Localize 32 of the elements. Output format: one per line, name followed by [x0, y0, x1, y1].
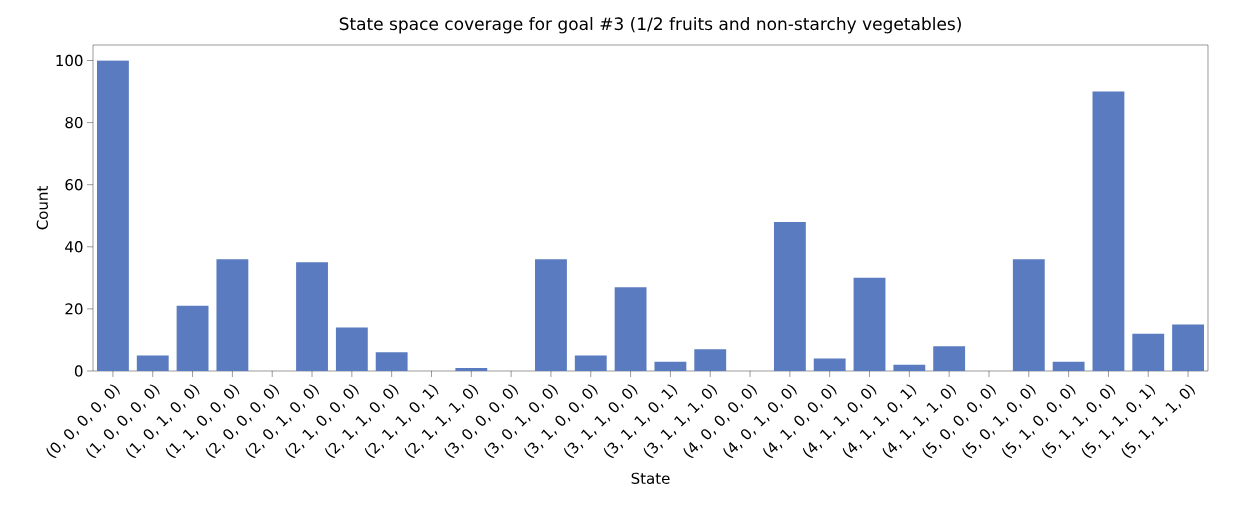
x-axis-title: State	[631, 472, 670, 485]
bar	[1092, 91, 1125, 371]
bar	[535, 259, 567, 371]
y-tick-label: 20	[65, 303, 83, 315]
bar	[813, 358, 846, 371]
bar	[614, 287, 647, 371]
bar	[375, 352, 408, 371]
y-tick-label: 60	[65, 179, 83, 191]
bar	[296, 262, 328, 371]
bar	[893, 364, 926, 371]
y-tick-label: 40	[65, 241, 83, 253]
bar	[216, 259, 249, 371]
bar	[694, 349, 727, 371]
bar	[97, 60, 129, 371]
bar	[455, 367, 488, 371]
bar	[1132, 333, 1165, 371]
bar	[335, 327, 368, 371]
bar	[176, 305, 209, 371]
bar	[1052, 361, 1085, 371]
y-tick-label: 0	[74, 365, 83, 377]
chart-title: State space coverage for goal #3 (1/2 fruits and non-starchy vegetables)	[339, 17, 961, 34]
bar	[1012, 259, 1045, 371]
y-tick-label: 80	[65, 116, 83, 129]
bar	[933, 346, 966, 371]
bar	[136, 355, 169, 371]
bar	[773, 221, 806, 371]
y-tick-label: 100	[56, 54, 83, 67]
bar	[1172, 324, 1205, 371]
bar	[574, 355, 607, 371]
bar	[853, 277, 886, 371]
bar	[654, 361, 687, 371]
y-axis-title: Count	[36, 186, 48, 230]
